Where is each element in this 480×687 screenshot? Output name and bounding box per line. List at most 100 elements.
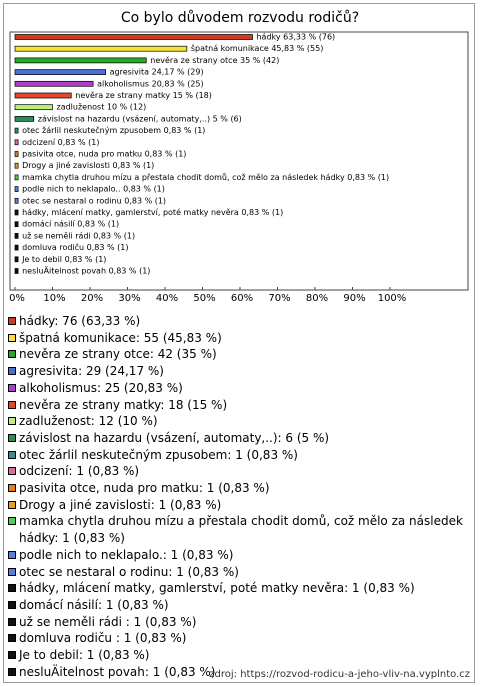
legend-item: už se neměli rádi : 1 (0,83 %) [8,614,470,631]
legend-item: alkoholismus: 25 (20,83 %) [8,380,470,397]
x-tick-label: 100% [378,293,407,304]
legend-swatch [8,550,16,559]
bar-label: hádky, mlácení matky, gamlerství, poté m… [22,207,283,217]
bar-label: Je to debil 0,83 % (1) [21,255,106,264]
legend-item: Je to debil: 1 (0,83 %) [8,647,470,664]
x-tick-label: 50% [193,293,215,304]
bar [14,244,19,251]
legend-label: hádky, mlácení matky, gamlerství, poté m… [19,581,415,596]
x-tick-label: 70% [268,293,290,304]
legend-label: už se neměli rádi : 1 (0,83 %) [19,614,197,629]
bar [14,127,19,134]
legend-label: špatná komunikace: 55 (45,83 %) [19,330,222,345]
legend-item: Drogy a jiné zavislosti: 1 (0,83 %) [8,497,470,514]
bar-label: závislost na hazardu (vsázení, automaty,… [38,114,242,123]
legend-label: domácí násilí: 1 (0,83 %) [19,597,169,612]
legend-item: závislost na hazardu (vsázení, automaty,… [8,430,470,447]
legend-item: podle nich to neklapalo.: 1 (0,83 %) [8,547,470,564]
legend-swatch [8,484,16,493]
bar-label: hádky 63,33 % (76) [256,33,335,42]
bar-label: domluva rodiču 0,83 % (1) [22,242,128,252]
bar [14,174,19,181]
x-tick-label: 40% [156,293,178,304]
legend-label: otec žárlil neskutečným zpusobem: 1 (0,8… [19,447,298,462]
legend-item: odcizení: 1 (0,83 %) [8,463,470,480]
bar-label: otec se nestaral o rodinu 0,83 % (1) [22,196,166,205]
frame [3,3,475,683]
legend-swatch [8,417,16,426]
legend-swatch [8,350,16,359]
legend-label: nevěra ze strany matky: 18 (15 %) [19,397,228,412]
bar-label: podle nich to neklapalo.. 0,83 % (1) [22,185,165,194]
bar [14,256,19,263]
legend-swatch [8,651,16,660]
legend-swatch [8,500,16,509]
x-tick-label: 10% [43,293,65,304]
legend-item: nevěra ze strany otce: 42 (35 %) [8,346,470,363]
bar [14,197,19,204]
x-tick-label: 80% [306,293,328,304]
bar [14,151,19,157]
bar [14,139,19,146]
bar [14,116,35,122]
source: zdroj: https://rozvod-rodicu-a-jeho-vliv… [209,669,470,680]
legend-item: otec se nestaral o rodinu: 1 (0,83 %) [8,564,470,581]
legend-label: agresivita: 29 (24,17 %) [19,364,164,379]
legend-item: domácí násilí: 1 (0,83 %) [8,597,470,614]
x-tick-label: 0% [9,293,25,304]
legend-swatch [8,333,16,342]
bar-label: nevěra ze strany matky 15 % (18) [75,91,212,100]
legend-item: hádky: 76 (63,33 %) [8,313,470,330]
bar [14,69,106,75]
bar [14,34,253,40]
legend-label: hádky: 76 (63,33 %) [19,314,141,328]
bar [14,221,19,228]
plot-frame [9,31,469,291]
bar-label: už se neměli rádi 0,83 % (1) [22,231,135,240]
x-tick-label: 20% [81,293,103,304]
bar [14,92,72,99]
bar [14,80,94,87]
bar-label: pasivita otce, nuda pro matku 0,83 % (1) [22,150,186,159]
bar-label: odcizení 0,83 % (1) [22,138,99,147]
legend-swatch [8,450,16,459]
legend-label: Je to debil: 1 (0,83 %) [19,648,150,663]
legend-item: domluva rodiču : 1 (0,83 %) [8,630,470,647]
legend-label: Drogy a jiné zavislosti: 1 (0,83 %) [19,497,222,512]
bar-label: mamka chytla druhou mízu a přestala chod… [22,172,389,182]
chart: Co bylo důvodem rozvodu rodičů? 0% 10% 20%… [9,10,469,304]
x-tick-label: 60% [231,293,253,304]
legend-swatch [8,567,16,576]
legend-swatch [8,467,16,476]
legend-label: mamka chytla druhou mízu a přestala chod… [19,514,463,546]
legend-swatch [8,317,16,325]
legend-item: otec žárlil neskutečným zpusobem: 1 (0,8… [8,447,470,464]
legend-swatch [8,617,16,626]
legend-label: odcizení: 1 (0,83 %) [19,464,140,479]
x-tick-label: 30% [118,293,140,304]
bar-label: Drogy a jiné zavislosti 0,83 % (1) [22,160,154,170]
legend-swatch [8,667,16,676]
legend-label: pasivita otce, nuda pro matku: 1 (0,83 %… [19,481,270,496]
legend-label: zadluženost: 12 (10 %) [19,414,158,429]
legend-swatch [8,517,16,526]
legend-label: domluva rodiču : 1 (0,83 %) [19,631,187,646]
legend-item: mamka chytla druhou mízu a přestala chod… [8,513,470,546]
x-tick-label: 90% [343,293,365,304]
legend-label: otec se nestaral o rodinu: 1 (0,83 %) [19,564,239,579]
bar-label: nevěra ze strany otce 35 % (42) [150,56,279,65]
legend-swatch [8,634,16,643]
legend-item: nevěra ze strany matky: 18 (15 %) [8,397,470,414]
legend-swatch [8,367,16,376]
legend-swatch [8,584,16,593]
legend-label: nevěra ze strany otce: 42 (35 %) [19,347,217,362]
bar-label: nesluÄitelnost povah 0,83 % (1) [22,266,150,276]
legend-item: nesluÄitelnost povah: 1 (0,83 %) [8,664,470,681]
legend-label: podle nich to neklapalo.: 1 (0,83 %) [19,547,234,562]
legend-item: špatná komunikace: 55 (45,83 %) [8,330,470,347]
legend-label: nesluÄitelnost povah: 1 (0,83 %) [19,664,216,679]
legend-item: agresivita: 29 (24,17 %) [8,363,470,380]
bar [14,209,19,216]
bar [14,233,19,239]
